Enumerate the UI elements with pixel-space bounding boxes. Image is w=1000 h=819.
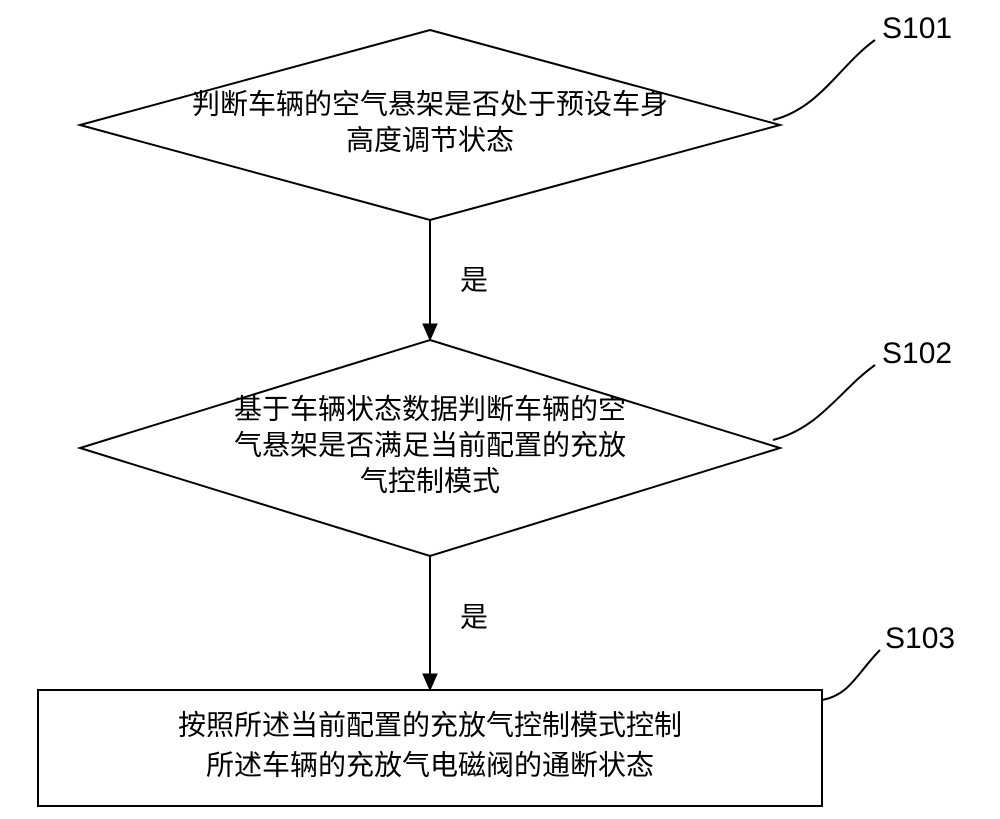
edge-label: 是: [460, 265, 488, 296]
step-label: S103: [885, 622, 955, 655]
callout-line: [773, 365, 875, 440]
node-text-line: 按照所述当前配置的充放气控制模式控制: [178, 709, 682, 741]
node-text-line: 所述车辆的充放气电磁阀的通断状态: [206, 749, 654, 781]
node-text-line: 气控制模式: [360, 465, 500, 497]
node-text-line: 气悬架是否满足当前配置的充放: [234, 429, 626, 461]
node-text-line: 基于车辆状态数据判断车辆的空: [234, 393, 626, 425]
callout-line: [773, 40, 875, 120]
step-label: S102: [882, 337, 952, 370]
callout-line: [822, 650, 880, 700]
arrowhead-icon: [423, 324, 437, 340]
node-text-line: 判断车辆的空气悬架是否处于预设车身: [192, 88, 668, 120]
arrowhead-icon: [423, 674, 437, 690]
node-text-line: 高度调节状态: [346, 124, 514, 156]
edge-label: 是: [460, 602, 488, 633]
process-node: [38, 690, 822, 806]
step-label: S101: [882, 12, 952, 45]
